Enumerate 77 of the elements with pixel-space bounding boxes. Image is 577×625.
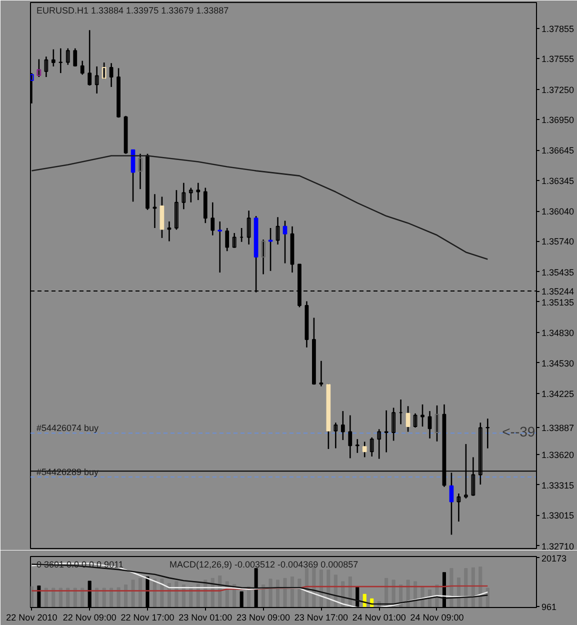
candlestick [51,48,56,68]
candlestick [73,48,78,68]
candlestick [413,412,418,428]
bar [138,578,142,608]
candlestick [434,404,440,442]
candlestick [232,232,236,248]
x-tick-label: 23 Nov 17:00 [294,612,348,622]
y-tick-label: 1.34225 [542,388,574,399]
candlestick [261,238,266,275]
line-series [31,155,488,260]
candlestick [44,56,48,78]
y-tick-label: 1.37250 [542,84,574,95]
candlestick [348,414,352,459]
candlestick [384,410,388,453]
y-tick-label: 20173 [542,553,567,564]
candlestick [428,410,432,440]
bar [30,586,34,608]
candlestick [370,436,374,458]
x-tick-label: 24 Nov 01:00 [352,612,406,622]
candlestick [225,227,230,252]
x-tick-label: 22 Nov 2010 [6,612,58,622]
candlestick [420,404,424,428]
candlestick [334,422,338,449]
y-tick-label: 961 [542,602,557,612]
ref-line-label: #54426074 buy [36,423,100,434]
candlestick [246,210,251,246]
candlestick [182,182,186,210]
y-tick-label: 1.36950 [542,115,574,126]
y-tick-label: 1.36645 [542,146,574,156]
y-tick-label: 1.35135 [542,297,574,308]
candlestick [218,220,222,274]
candlestick [36,58,42,78]
y-tick-label: 1.33887 [542,422,574,433]
candlestick [340,410,345,441]
candlestick [138,153,142,190]
candlestick [392,407,396,442]
candlestick [109,62,114,88]
candlestick [80,60,84,76]
x-tick-label: 24 Nov 09:00 [410,612,464,622]
candlestick [174,189,178,230]
candlestick [406,405,410,432]
chart-title: EURUSD.H1 1.33884 1.33975 1.33679 1.33887 [36,6,229,16]
y-tick-label: 1.35435 [542,267,574,278]
y-tick-label: 1.32710 [542,541,574,552]
candlestick [276,216,280,246]
y-tick-label: 1.36040 [542,206,574,217]
candlestick [319,360,324,387]
candlestick [160,196,164,239]
candlestick [196,182,200,201]
y-tick-label: 1.34530 [542,358,574,368]
candlestick [362,441,367,458]
y-tick-label: 1.33015 [542,510,574,521]
x-tick-label: 23 Nov 01:00 [178,612,232,622]
x-tick-label: 23 Nov 09:00 [236,612,290,622]
y-tick-label: 1.37855 [542,24,574,34]
chart-title: MACD(12,26,9) -0.003512 -0.004369 0.000857 [170,560,358,570]
candlestick [88,29,92,86]
y-tick-label: 1.36345 [542,176,574,186]
y-tick-label: 1.33315 [542,480,574,490]
candlestick [94,66,99,94]
candlestick [66,48,70,66]
candlestick [188,187,193,204]
annotation: <--39 [502,423,536,440]
y-tick-label: 1.37555 [542,54,574,64]
y-tick-label: 1.34830 [542,328,574,338]
candlestick [282,220,288,264]
candlestick [167,220,172,242]
bar [290,576,294,608]
candlestick [102,62,106,80]
candlestick [210,202,215,236]
y-tick-label: 1.33620 [542,450,574,460]
y-tick-label: 1.35244 [542,286,574,297]
x-tick-label: 22 Nov 09:00 [62,612,116,622]
candlestick [377,428,382,460]
y-tick-label: 1.35740 [542,236,574,247]
x-tick-label: 22 Nov 17:00 [120,612,174,622]
candlestick [456,492,461,522]
